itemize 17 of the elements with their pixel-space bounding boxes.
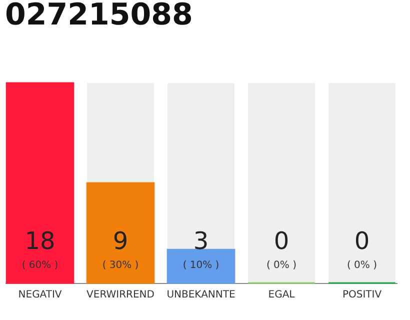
annotation: 9 <box>112 227 128 255</box>
data-label: ( 0% ) <box>346 260 378 271</box>
annotation: 18 <box>24 227 56 255</box>
annotation: 0 <box>274 227 290 255</box>
bar <box>166 248 236 284</box>
data-label: ( 30% ) <box>102 260 139 271</box>
x-tick-label: EGAL <box>268 290 296 300</box>
x-tick-label: NEGATIV <box>18 290 62 300</box>
data-label: ( 60% ) <box>22 260 58 271</box>
x-tick-label: POSITIV <box>342 290 382 300</box>
annotation: 3 <box>193 227 209 255</box>
data-label: ( 0% ) <box>266 260 297 271</box>
chart-title: 027215088 <box>5 0 193 32</box>
x-tick-label: VERWIRREND <box>86 290 155 300</box>
data-label: ( 10% ) <box>182 260 220 271</box>
x-tick-label: UNBEKANNTE <box>166 290 236 300</box>
annotation: 0 <box>354 227 370 255</box>
